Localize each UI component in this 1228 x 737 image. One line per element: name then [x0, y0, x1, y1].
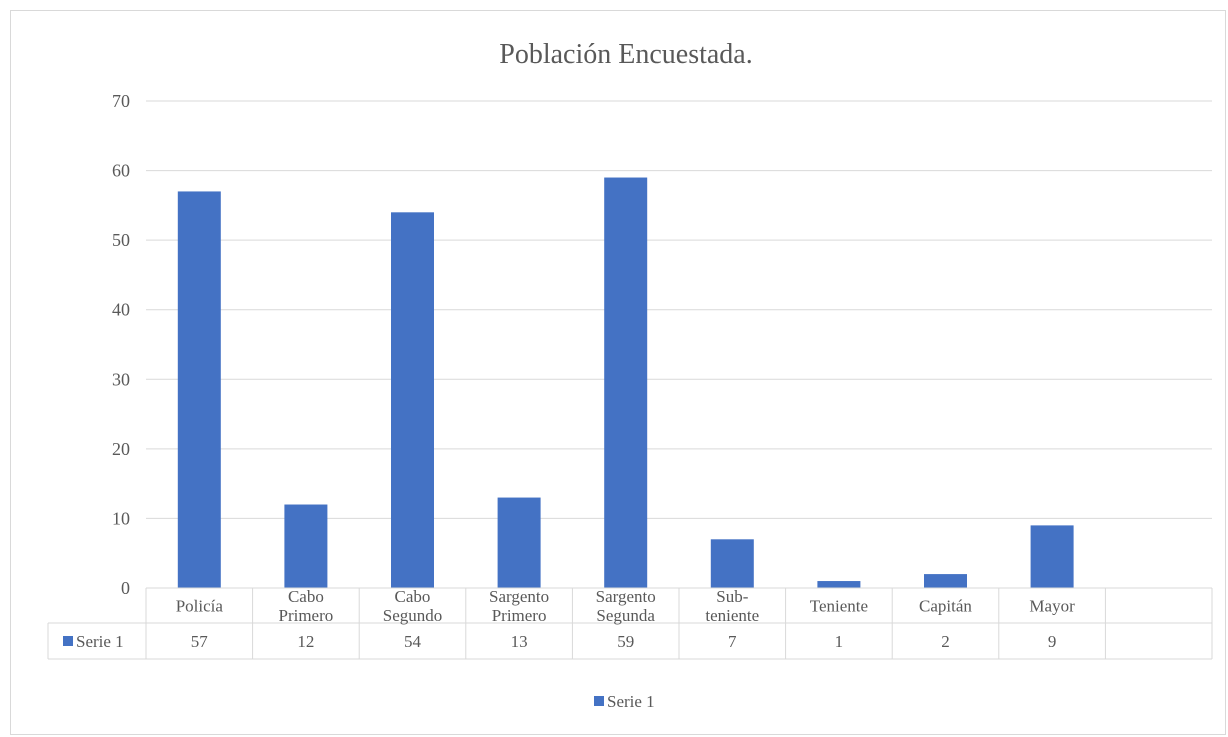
y-tick-label: 40 — [112, 300, 130, 320]
x-tick-label: Sub- — [716, 587, 748, 606]
bar — [817, 581, 861, 588]
data-label: 7 — [728, 632, 737, 651]
chart-title: Población Encuestada. — [499, 39, 752, 70]
y-tick-label: 70 — [112, 91, 130, 111]
x-tick-label: Segunda — [596, 606, 655, 625]
legend-swatch — [594, 696, 604, 706]
x-tick-label: Cabo — [395, 587, 431, 606]
series-row-label: Serie 1 — [76, 632, 124, 651]
x-tick-label: Sargento — [596, 587, 656, 606]
y-tick-label: 60 — [112, 161, 130, 181]
bar — [284, 504, 328, 588]
bar — [924, 574, 967, 588]
x-tick-label: Capitán — [919, 597, 972, 616]
gridlines — [146, 100, 1212, 519]
bar — [1030, 525, 1074, 588]
data-label: 1 — [835, 632, 844, 651]
data-table: Policía CaboPrimeroCaboSegundoSargentoPri… — [47, 587, 1213, 660]
data-label: 2 — [941, 632, 950, 651]
y-tick-label: 0 — [121, 578, 130, 598]
x-tick-label: Primero — [279, 606, 334, 625]
x-tick-label: Teniente — [810, 597, 868, 616]
y-tick-label: 50 — [112, 230, 130, 250]
series-key-swatch — [63, 636, 73, 646]
bar — [177, 191, 221, 588]
data-label: 57 — [191, 632, 209, 651]
legend: Serie 1 — [594, 692, 655, 711]
bar — [391, 212, 434, 589]
y-tick-label: 20 — [112, 439, 130, 459]
x-tick-label: Cabo — [288, 587, 324, 606]
bar — [604, 177, 648, 588]
data-label: 13 — [511, 632, 528, 651]
data-label: 12 — [297, 632, 314, 651]
data-label: 59 — [617, 632, 634, 651]
data-label: 9 — [1048, 632, 1057, 651]
y-axis-ticks: 0 10 20 30 40 50 60 70 — [112, 91, 130, 598]
bar — [497, 497, 541, 588]
x-tick-label: Primero — [492, 606, 547, 625]
bar — [710, 539, 754, 588]
x-tick-label: teniente — [705, 606, 759, 625]
data-label: 54 — [404, 632, 422, 651]
y-tick-label: 30 — [112, 369, 130, 389]
x-tick-label: Sargento — [489, 587, 549, 606]
x-tick-label: Segundo — [383, 606, 443, 625]
legend-label: Serie 1 — [607, 692, 655, 711]
bars — [177, 177, 1074, 589]
x-tick-label: Policía — [176, 597, 224, 616]
x-tick-label: Mayor — [1029, 597, 1075, 616]
y-tick-label: 10 — [112, 508, 130, 528]
